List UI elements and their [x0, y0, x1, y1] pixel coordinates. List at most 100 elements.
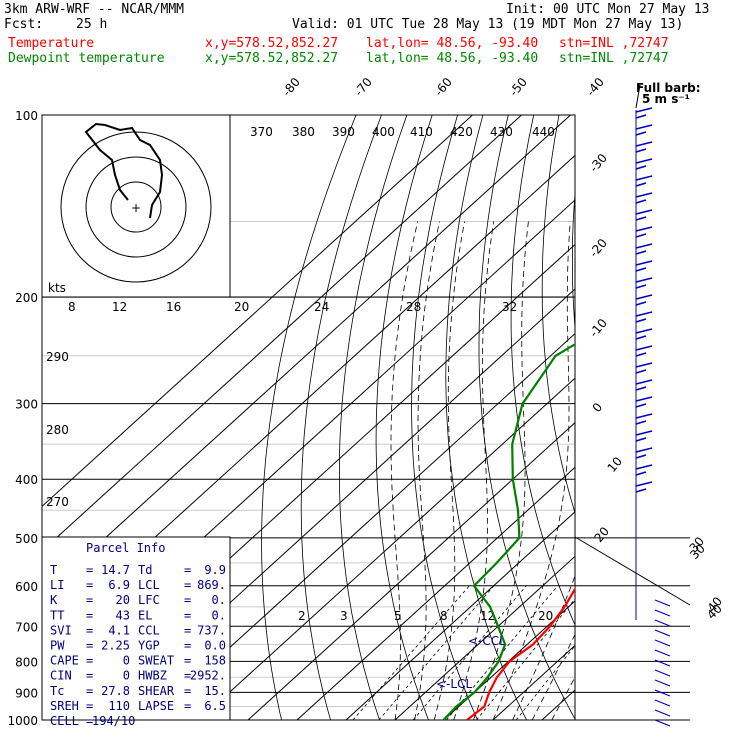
dewpoint-xy: x,y=578.52,852.27 [205, 51, 339, 66]
parcel-equals: = [184, 699, 191, 713]
parcel-equals: = [184, 654, 191, 668]
dry-adiabat-line [711, 115, 740, 733]
wind-barb [654, 709, 671, 717]
wind-barb [654, 699, 671, 707]
parcel-key: LAPSE [138, 699, 174, 713]
speed-label: 8 [68, 300, 76, 314]
valid-time: Valid: 01 UTC Tue 28 May 13 (19 MDT Mon … [292, 17, 684, 32]
parcel-key: SREH [50, 699, 79, 713]
isotherm-line [591, 115, 740, 720]
dry-adiabat-line [602, 115, 740, 733]
moist-adiabat-line [531, 633, 575, 720]
wind-barb [654, 689, 671, 697]
wind-barb [635, 175, 653, 181]
parcel-key: CAPE [50, 654, 79, 668]
speed-label: 24 [314, 300, 329, 314]
wind-barb [635, 107, 653, 113]
dry-adiabat-line [737, 115, 740, 733]
wind-barb [635, 386, 647, 391]
parcel-value: 194/10 [92, 714, 135, 728]
hodograph-ring [85, 156, 187, 258]
wind-barb [635, 182, 647, 187]
moist-adiabat-line [473, 221, 529, 720]
barb-legend-staff [635, 84, 641, 109]
diagram-edge [574, 536, 691, 606]
parcel-value: 0. [212, 593, 226, 607]
mixing-ratio-line [378, 585, 495, 720]
dry-adiabat-line [572, 189, 575, 332]
mixing-ratio-line [352, 585, 470, 720]
wind-barb [635, 267, 647, 272]
dewpoint-line [442, 342, 575, 720]
wind-barb [635, 260, 653, 266]
parcel-value: 15. [204, 684, 226, 698]
wind-barb [635, 284, 647, 289]
wind-barb [635, 301, 647, 306]
parcel-value: 0 [123, 654, 130, 668]
wind-barb [635, 352, 647, 357]
dry-adiabat-line [445, 115, 528, 720]
parcel-value: 2.25 [101, 639, 130, 653]
isotherm-label: -60 [432, 75, 455, 99]
wind-barb [654, 599, 671, 607]
parcel-value: 20 [116, 593, 130, 607]
theta-label: 280 [46, 423, 69, 437]
hodograph-frame [41, 114, 231, 298]
lcl-annotation: <-LCL [436, 677, 472, 691]
parcel-key: CIN [50, 669, 72, 683]
parcel-value: 6.9 [108, 578, 130, 592]
barb-legend-title: Full barb: [636, 81, 701, 95]
isotherm-label: 10 [605, 454, 626, 475]
parcel-equals: = [86, 563, 93, 577]
mixing-ratio-label: 2 [298, 609, 306, 623]
wind-barb [635, 131, 647, 136]
parcel-equals: = [86, 684, 93, 698]
moist-adiabat-line [390, 221, 419, 720]
hodograph-ring [110, 181, 162, 233]
parcel-value: 0.0 [204, 639, 226, 653]
parcel-key: HWBZ [138, 669, 167, 683]
parcel-equals: = [184, 623, 191, 637]
wind-barb [635, 114, 647, 119]
wind-barb [635, 488, 647, 493]
isotherm-line [42, 115, 473, 508]
isotherm-label: -70 [352, 75, 375, 99]
dry-adiabat-line [510, 115, 575, 626]
mixing-ratio-label: 5 [394, 609, 402, 623]
hodograph-trace [84, 122, 164, 219]
parcel-equals: = [86, 578, 93, 592]
parcel-key: LCL [138, 578, 160, 592]
theta-label: 420 [450, 125, 473, 139]
wind-barb [654, 679, 671, 687]
theta-label: 410 [410, 125, 433, 139]
pressure-tick-label: 800 [15, 655, 38, 669]
pressure-tick-label: 600 [15, 580, 38, 594]
dewpoint-latlon: lat,lon= 48.56, -93.40 [366, 51, 539, 66]
parcel-value: 6.5 [204, 699, 226, 713]
wind-barb [635, 362, 653, 368]
temperature-station: stn=INL ,72747 [559, 36, 669, 51]
wind-barb [635, 148, 647, 153]
parcel-equals: = [184, 669, 191, 683]
isotherm-line [394, 555, 575, 720]
theta-label: 270 [46, 495, 69, 509]
dry-adiabat-line [411, 115, 479, 720]
wind-barb [635, 294, 653, 300]
mixing-ratio-line [446, 585, 559, 720]
barb-legend-value: 5 m s⁻¹ [642, 92, 690, 106]
moist-adiabat-line [512, 574, 575, 720]
isotherm-label: -50 [507, 75, 530, 99]
profile-lines [442, 342, 575, 720]
isotherm-line [149, 332, 575, 720]
kts-label: kts [48, 281, 66, 295]
wind-barb [635, 199, 647, 204]
wind-barb [635, 233, 647, 238]
parcel-value: 110 [108, 699, 130, 713]
wind-barb [654, 659, 671, 667]
theta-label: 380 [292, 125, 315, 139]
speed-label: 20 [234, 300, 249, 314]
parcel-equals: = [184, 563, 191, 577]
